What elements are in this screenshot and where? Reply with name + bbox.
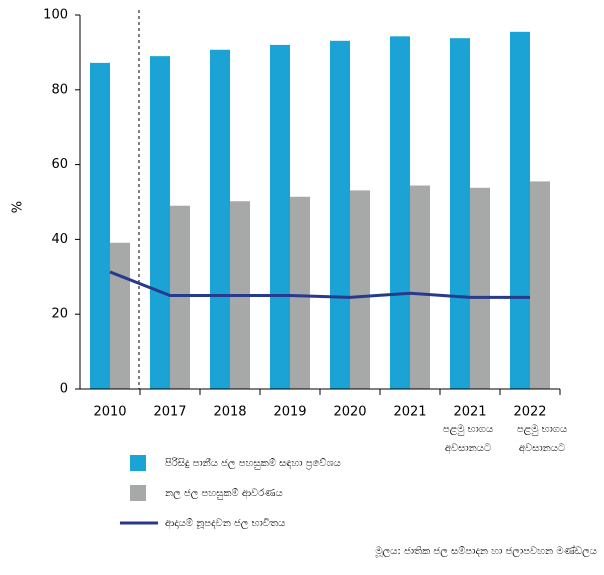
x-tick-note: අවසානයට bbox=[445, 443, 491, 454]
legend-label: නල ජල පහසුකම් ආවරණය bbox=[165, 487, 283, 499]
legend-label: පිරිසිදු පානීය ජල පහසුකම් සඳහා ප්‍රවේශය bbox=[165, 457, 341, 469]
bar bbox=[110, 242, 130, 389]
source: මූලය: ජාතික ජල සම්පාදන හා ජලාපවහන මණ්ඩලය bbox=[375, 544, 597, 557]
y-tick-label: 80 bbox=[51, 82, 68, 97]
y-tick-label: 20 bbox=[51, 307, 68, 322]
y-tick-label: 60 bbox=[51, 157, 68, 172]
bar bbox=[270, 44, 290, 390]
x-tick-note: අවසානයට bbox=[519, 443, 565, 454]
y-tick-label: 100 bbox=[43, 8, 68, 23]
bar bbox=[170, 205, 190, 389]
x-tick-label: 2022 bbox=[513, 405, 546, 420]
x-tick-label: 2020 bbox=[333, 405, 366, 420]
x-tick-label: 2018 bbox=[213, 405, 246, 420]
legend-swatch bbox=[130, 455, 146, 471]
bar bbox=[350, 190, 370, 389]
x-tick-label: 2021 bbox=[393, 405, 426, 420]
x-tick-note: පළමු භාගය bbox=[443, 424, 493, 435]
x-tick-label: 2021 bbox=[453, 405, 486, 420]
x-tick-label: 2019 bbox=[273, 405, 306, 420]
bar bbox=[410, 185, 430, 389]
y-tick-label: 0 bbox=[60, 382, 68, 397]
y-axis-label: % bbox=[11, 201, 26, 213]
x-tick-label: 2017 bbox=[153, 405, 186, 420]
y-tick-label: 40 bbox=[51, 232, 68, 247]
bar bbox=[510, 31, 530, 390]
bar bbox=[210, 49, 230, 389]
bar bbox=[450, 38, 470, 390]
x-tick-note: පළමු භාගය bbox=[517, 424, 567, 435]
bar bbox=[90, 62, 110, 389]
bar bbox=[150, 56, 170, 389]
bar bbox=[530, 181, 550, 389]
bar bbox=[330, 40, 350, 389]
legend-label: ආදායම් නූපදවන ජල භාවිතය bbox=[165, 517, 285, 529]
line-series bbox=[109, 270, 530, 299]
bar bbox=[390, 36, 410, 390]
bar bbox=[290, 196, 310, 389]
legend-swatch bbox=[130, 485, 146, 501]
bar bbox=[470, 187, 490, 389]
x-tick-label: 2010 bbox=[93, 405, 126, 420]
